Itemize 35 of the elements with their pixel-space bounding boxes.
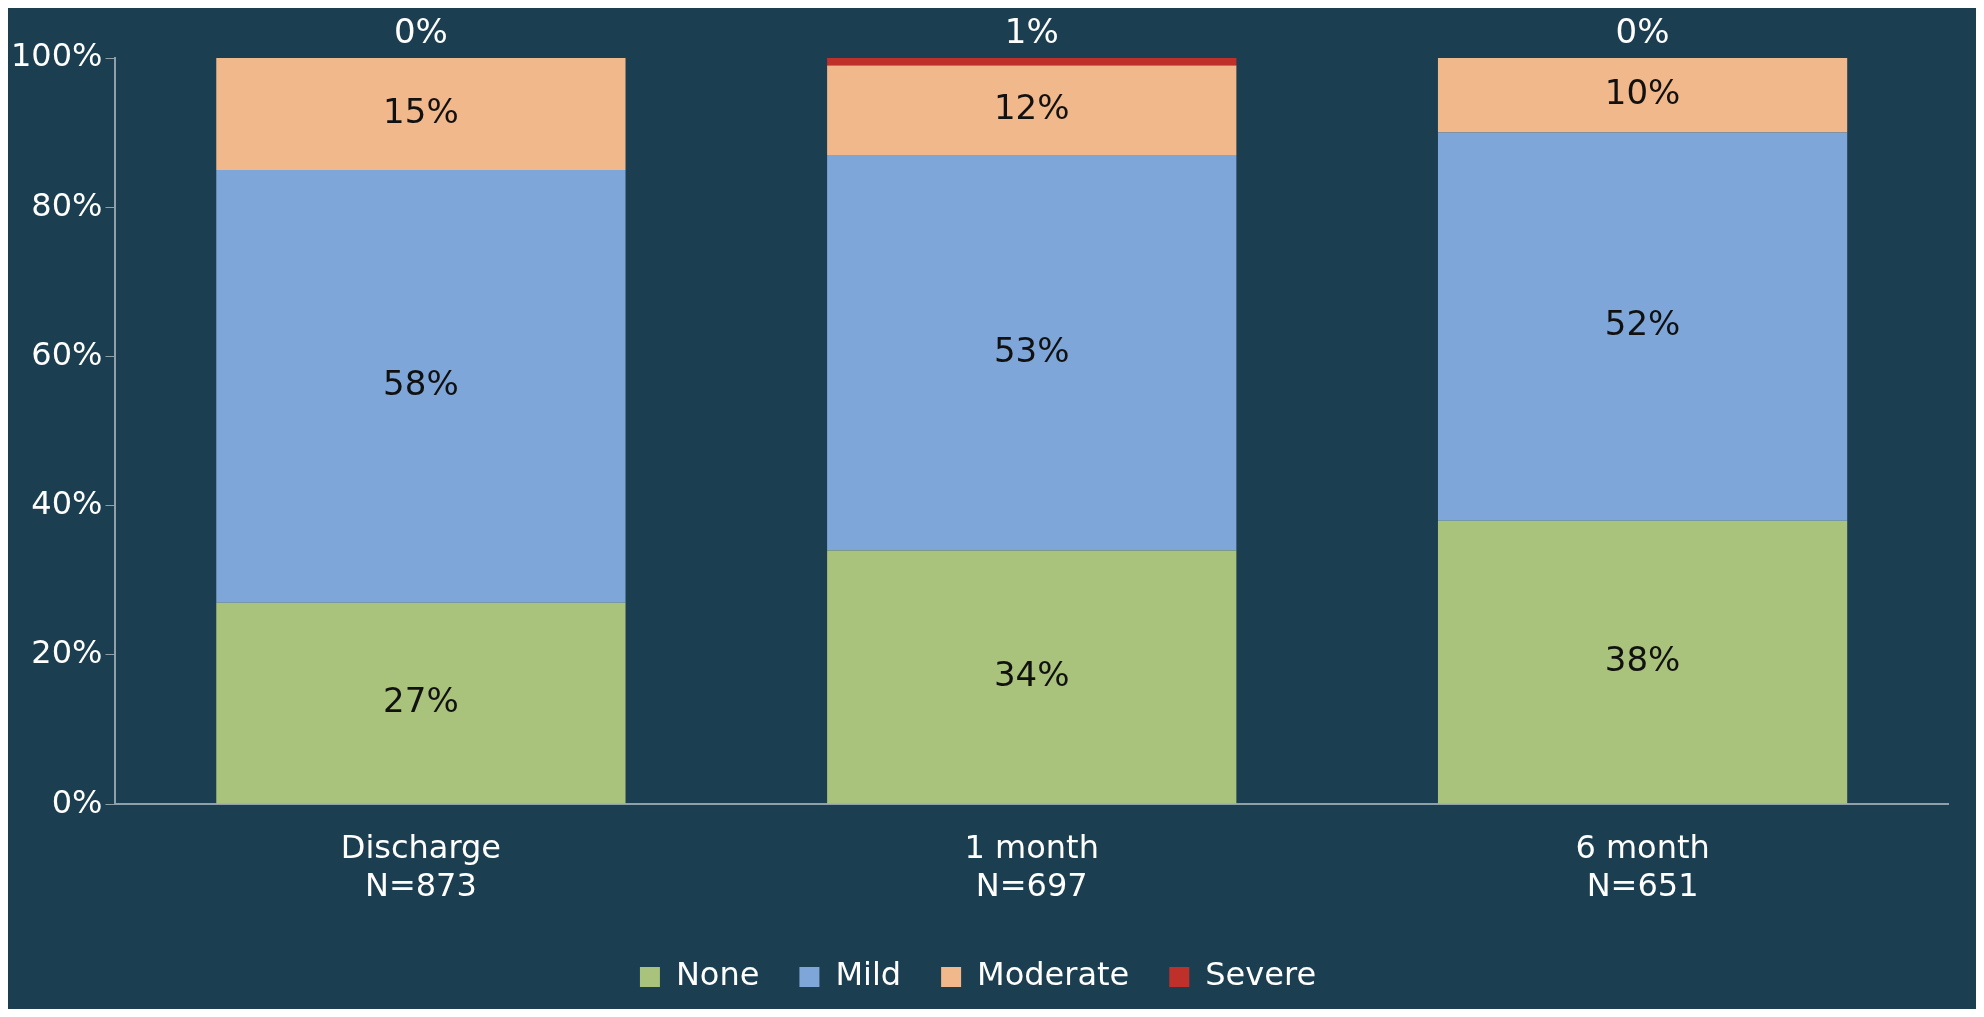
y-tick-label: 40% [31,484,103,523]
data-label: 27% [383,680,459,721]
data-label: 52% [1604,303,1681,344]
y-tick-label: 0% [51,782,103,821]
bar [216,58,626,170]
y-tick-label: 60% [31,334,103,373]
x-tick-label: 6 month N=651 [1575,827,1710,905]
y-tick-label: 20% [31,633,103,672]
data-label: 15% [383,90,459,131]
legend-label: Mild [835,955,902,994]
data-label: 0% [1615,10,1670,51]
data-label: 12% [993,87,1070,128]
data-label: 58% [383,363,459,404]
bar [827,58,1237,66]
bar [216,169,626,603]
y-tick-label: 80% [31,185,103,224]
bar [1437,520,1848,804]
data-label: 10% [1604,72,1681,113]
bar [1437,58,1848,133]
legend-label: None [675,955,760,994]
bar [827,65,1237,156]
bar [827,550,1237,804]
bar [216,602,626,804]
data-label: 1% [1004,10,1059,51]
x-tick-label: Discharge N=873 [340,827,502,905]
x-tick-label: 1 month N=697 [964,827,1099,905]
bar [1437,132,1848,521]
bar [827,155,1237,551]
data-label: 38% [1604,639,1681,679]
data-label: 53% [993,329,1070,370]
legend-label: Severe [1205,955,1317,994]
data-label: 0% [393,10,448,51]
legend-label: Moderate [977,955,1130,994]
data-label: 34% [993,653,1070,694]
y-tick-label: 100% [11,36,103,75]
